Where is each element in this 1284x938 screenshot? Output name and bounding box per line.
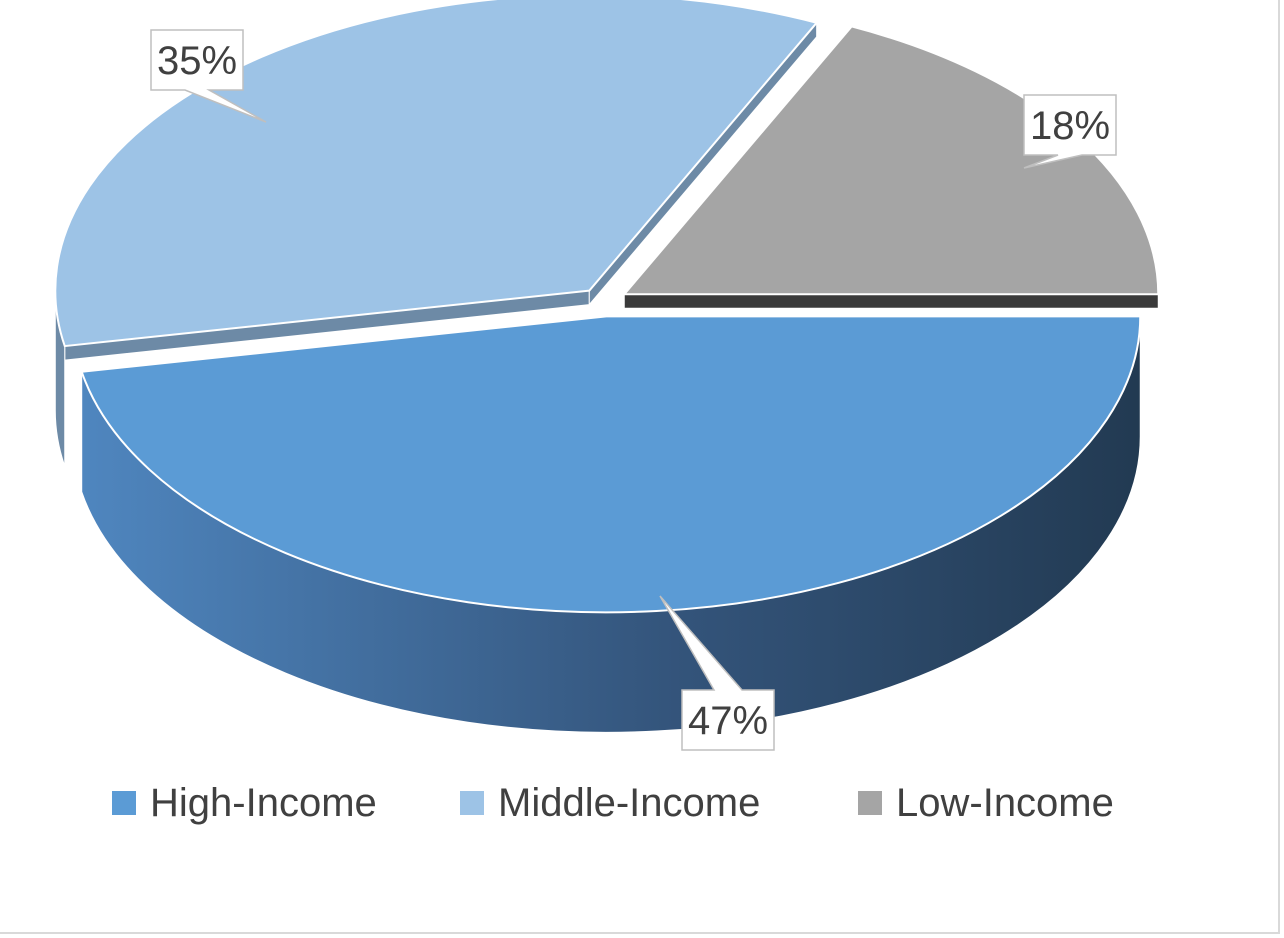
legend-item-middle-income: Middle-Income — [460, 778, 760, 828]
legend-label-low-income: Low-Income — [896, 781, 1114, 825]
pie-slice-wall-low-income — [623, 293, 1159, 309]
legend: High-Income Middle-Income Low-Income — [0, 778, 1284, 828]
data-label-high-income: 47% — [659, 595, 775, 751]
data-label-text-high-income: 47% — [688, 699, 768, 743]
legend-label-high-income: High-Income — [150, 781, 377, 825]
pie-slice-top-high-income — [80, 315, 1142, 614]
legend-item-low-income: Low-Income — [858, 778, 1114, 828]
data-label-text-middle-income: 35% — [157, 39, 237, 83]
pie-slice-low-income — [622, 25, 1160, 310]
legend-item-high-income: High-Income — [112, 778, 377, 828]
data-label-box-middle-income — [150, 29, 267, 123]
data-label-middle-income: 35% — [150, 29, 267, 123]
legend-swatch-low-income — [858, 791, 882, 815]
data-label-low-income: 18% — [1023, 94, 1117, 169]
legend-label-middle-income: Middle-Income — [498, 781, 761, 825]
pie-slice-top-middle-income — [54, 0, 819, 348]
pie-slice-middle-income — [54, 0, 819, 467]
legend-swatch-high-income — [112, 791, 136, 815]
data-label-box-low-income — [1023, 94, 1117, 169]
pie-slice-high-income — [80, 315, 1142, 733]
legend-swatch-middle-income — [460, 791, 484, 815]
data-label-text-low-income: 18% — [1030, 104, 1110, 148]
data-label-box-high-income — [659, 595, 775, 751]
